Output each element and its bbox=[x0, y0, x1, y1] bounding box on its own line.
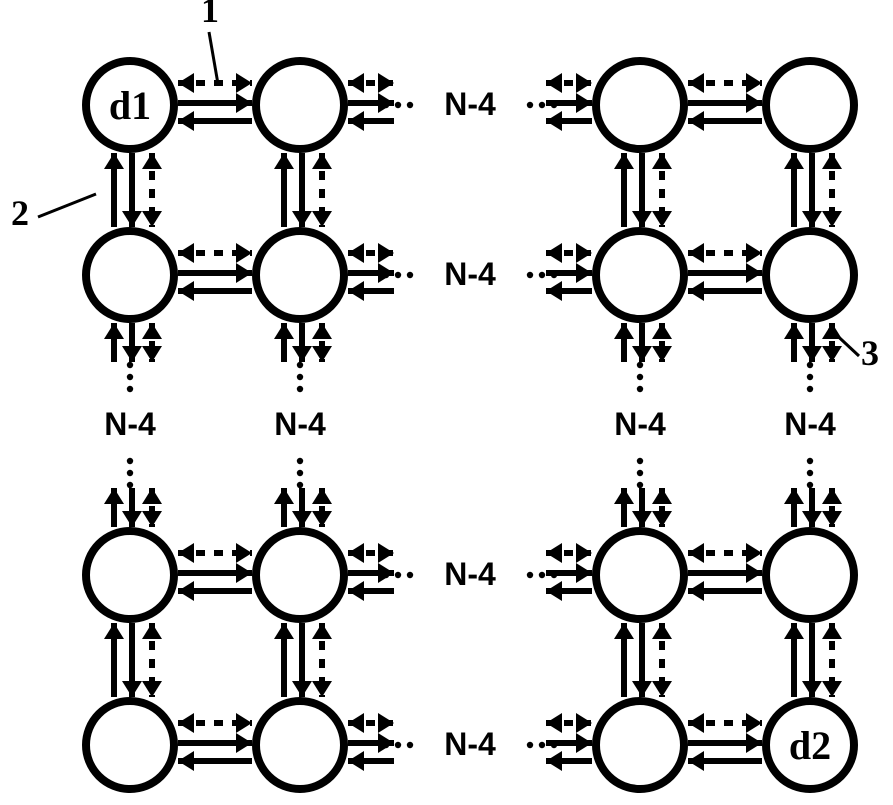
h-link bbox=[688, 713, 762, 771]
node-label: d2 bbox=[789, 723, 831, 768]
gap-label: N-4 bbox=[274, 406, 326, 442]
h-link: N-4 bbox=[348, 713, 592, 771]
gap-label: N-4 bbox=[104, 406, 156, 442]
v-link bbox=[614, 153, 672, 227]
annotation-label: 3 bbox=[861, 333, 879, 373]
gap-label: N-4 bbox=[444, 256, 496, 292]
gap-label: N-4 bbox=[784, 406, 836, 442]
h-link bbox=[178, 543, 252, 601]
h-link bbox=[688, 543, 762, 601]
node bbox=[86, 701, 174, 789]
node bbox=[256, 531, 344, 619]
node bbox=[256, 231, 344, 319]
v-link: N-4 bbox=[784, 323, 842, 527]
h-link: N-4 bbox=[348, 243, 592, 301]
node bbox=[596, 61, 684, 149]
node: d2 bbox=[766, 701, 854, 789]
node bbox=[596, 231, 684, 319]
annotation-label: 1 bbox=[201, 0, 219, 30]
node bbox=[766, 61, 854, 149]
h-link: N-4 bbox=[348, 73, 592, 131]
node bbox=[766, 531, 854, 619]
gap-label: N-4 bbox=[614, 406, 666, 442]
network-diagram: N-4 N-4 N-4 N-4 N-4 N-4 N-4 N-4 d1 d2 1 2 3 bbox=[0, 0, 893, 805]
h-link bbox=[688, 243, 762, 301]
annotation-label: 2 bbox=[11, 193, 29, 233]
h-link bbox=[688, 73, 762, 131]
h-link bbox=[178, 243, 252, 301]
node bbox=[86, 231, 174, 319]
v-link bbox=[784, 623, 842, 697]
node bbox=[596, 701, 684, 789]
v-link bbox=[104, 623, 162, 697]
h-link bbox=[178, 713, 252, 771]
node bbox=[86, 531, 174, 619]
node-label: d1 bbox=[109, 83, 151, 128]
ann2: 2 bbox=[11, 193, 96, 233]
h-link bbox=[178, 73, 252, 131]
v-link bbox=[104, 153, 162, 227]
v-link: N-4 bbox=[274, 323, 332, 527]
v-link bbox=[274, 153, 332, 227]
v-link bbox=[784, 153, 842, 227]
node bbox=[596, 531, 684, 619]
v-link bbox=[274, 623, 332, 697]
node bbox=[256, 701, 344, 789]
node: d1 bbox=[86, 61, 174, 149]
node bbox=[766, 231, 854, 319]
v-link bbox=[614, 623, 672, 697]
ann1: 1 bbox=[201, 0, 219, 84]
node bbox=[256, 61, 344, 149]
v-link: N-4 bbox=[614, 323, 672, 527]
h-link: N-4 bbox=[348, 543, 592, 601]
gap-label: N-4 bbox=[444, 86, 496, 122]
gap-label: N-4 bbox=[444, 556, 496, 592]
gap-label: N-4 bbox=[444, 726, 496, 762]
v-link: N-4 bbox=[104, 323, 162, 527]
